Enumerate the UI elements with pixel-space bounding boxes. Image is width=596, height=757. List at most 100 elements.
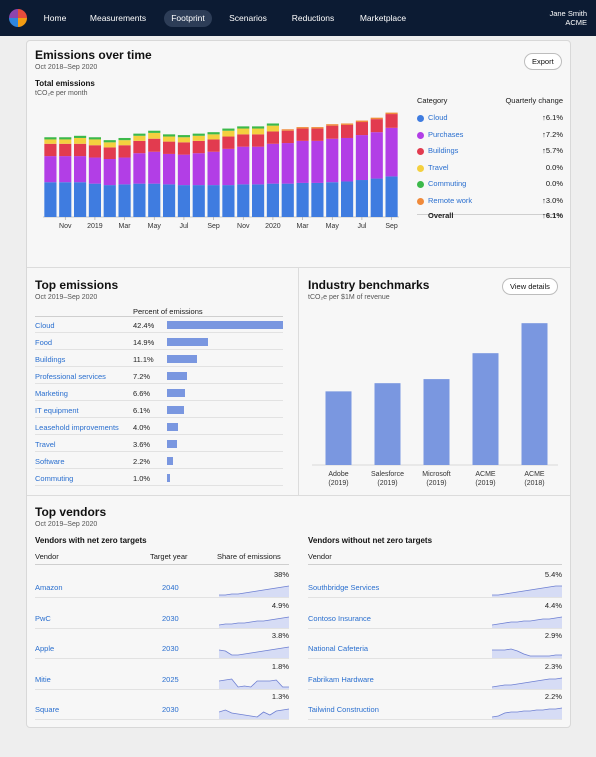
x-tick-label: May: [326, 223, 340, 230]
nav-reductions[interactable]: Reductions: [291, 13, 335, 23]
share-sparkline: [219, 646, 289, 659]
bar-travel-8: [163, 136, 176, 142]
category-bar: [167, 389, 186, 397]
total-emissions-title: Total emissions: [35, 79, 95, 88]
user-menu[interactable]: Jane Smith ACME: [549, 9, 587, 27]
benchmark-bar: [325, 391, 352, 465]
top-emissions-row[interactable]: Cloud 42.4%: [35, 317, 283, 333]
bar-cloud-19: [326, 182, 339, 217]
top-emissions-row[interactable]: Software 2.2%: [35, 453, 283, 469]
category-link[interactable]: Buildings: [35, 355, 66, 364]
legend-item-remote-work[interactable]: Remote work ↑3.0%: [417, 196, 563, 208]
vendor-target-year: 2025: [162, 674, 179, 684]
bar-cloud-23: [385, 176, 398, 217]
top-emissions-row[interactable]: Commuting 1.0%: [35, 470, 283, 486]
vendor-row[interactable]: Tailwind Construction 2.2%: [308, 690, 562, 721]
legend-label: Buildings: [428, 146, 459, 155]
bar-remote-work-23: [385, 112, 398, 115]
x-tick-label: Jul: [179, 223, 188, 230]
category-link[interactable]: IT equipment: [35, 406, 79, 415]
category-link[interactable]: Leasehold improvements: [35, 423, 119, 432]
bar-buildings-0: [44, 143, 57, 157]
vendor-link[interactable]: Apple: [35, 644, 55, 654]
bar-purchases-20: [341, 137, 354, 182]
benchmark-year: (2019): [426, 480, 446, 487]
vendor-row[interactable]: Mitie 2025 1.8%: [35, 660, 289, 690]
legend-dot: [417, 181, 424, 188]
vendor-row[interactable]: Amazon 2040 38%: [35, 568, 289, 598]
emissions-title: Emissions over time: [35, 48, 152, 62]
export-button[interactable]: Export: [524, 53, 562, 70]
vendor-row[interactable]: Fabrikam Hardware 2.3%: [308, 660, 562, 690]
bar-travel-13: [237, 128, 250, 135]
vendor-row[interactable]: Southbridge Services 5.4%: [308, 568, 562, 598]
legend-item-purchases[interactable]: Purchases ↑7.2%: [417, 130, 563, 142]
vendor-target-year: 2030: [162, 705, 179, 715]
top-emissions-row[interactable]: Professional services 7.2%: [35, 368, 283, 384]
category-percent: 1.0%: [133, 474, 151, 483]
vendor-row[interactable]: PwC 2030 4.9%: [35, 599, 289, 629]
top-emissions-row[interactable]: Food 14.9%: [35, 334, 283, 350]
bar-purchases-18: [311, 140, 324, 183]
bar-buildings-10: [192, 140, 205, 154]
nav-home[interactable]: Home: [43, 13, 67, 23]
bar-cloud-11: [207, 185, 220, 217]
bar-travel-2: [74, 137, 87, 144]
bar-purchases-9: [177, 154, 190, 186]
category-link[interactable]: Marketing: [35, 389, 68, 398]
nav-marketplace[interactable]: Marketplace: [359, 13, 407, 23]
category-link[interactable]: Food: [35, 338, 53, 347]
bar-commuting-13: [237, 126, 250, 129]
category-percent: 6.1%: [133, 406, 151, 415]
vendor-row[interactable]: Apple 2030 3.8%: [35, 629, 289, 660]
vendor-row[interactable]: National Cafeteria 2.9%: [308, 629, 562, 660]
bar-buildings-9: [177, 142, 190, 155]
bar-buildings-6: [133, 140, 146, 154]
legend-item-cloud[interactable]: Cloud ↑6.1%: [417, 113, 563, 125]
bar-commuting-9: [177, 135, 190, 138]
top-emissions-row[interactable]: Buildings 11.1%: [35, 351, 283, 367]
category-bar: [167, 406, 184, 414]
vendor-link[interactable]: Square: [35, 705, 60, 715]
legend-label: Travel: [428, 162, 449, 172]
bar-travel-5: [118, 140, 131, 146]
legend-item-commuting[interactable]: Commuting 0.0%: [417, 179, 563, 191]
vendor-link[interactable]: PwC: [35, 613, 51, 623]
vendor-link[interactable]: National Cafeteria: [308, 644, 369, 654]
top-emissions-row[interactable]: Travel 3.6%: [35, 436, 283, 452]
bar-buildings-1: [59, 143, 72, 157]
legend-item-travel[interactable]: Travel 0.0%: [417, 163, 563, 175]
top-emissions-row[interactable]: IT equipment 6.1%: [35, 402, 283, 418]
vendor-link[interactable]: Tailwind Construction: [308, 705, 379, 715]
vendor-link[interactable]: Southbridge Services: [308, 583, 380, 592]
top-emissions-row[interactable]: Marketing 6.6%: [35, 385, 283, 401]
vendor-link[interactable]: Contoso Insurance: [308, 613, 371, 623]
category-link[interactable]: Software: [35, 457, 65, 466]
category-link[interactable]: Professional services: [35, 372, 106, 381]
category-link[interactable]: Travel: [35, 440, 56, 449]
app-logo[interactable]: [9, 9, 27, 27]
bar-purchases-14: [252, 146, 265, 185]
category-link[interactable]: Cloud: [35, 321, 55, 330]
vendor-link[interactable]: Mitie: [35, 674, 51, 684]
vendor-row[interactable]: Contoso Insurance 4.4%: [308, 599, 562, 629]
legend-item-buildings[interactable]: Buildings ↑5.7%: [417, 146, 563, 158]
emissions-range: Oct 2018–Sep 2020: [35, 64, 98, 71]
bar-buildings-12: [222, 136, 235, 149]
nav-scenarios[interactable]: Scenarios: [229, 13, 267, 23]
vendor-row[interactable]: Square 2030 1.3%: [35, 690, 289, 721]
benchmarks-bar-chart: Adobe (2019) Salesforce (2019) Microsoft (201…: [312, 323, 558, 487]
vendor-link[interactable]: Amazon: [35, 583, 63, 592]
top-vendors-range: Oct 2019–Sep 2020: [35, 521, 98, 528]
nav-measurements[interactable]: Measurements: [89, 13, 147, 23]
share-sparkline: [219, 585, 289, 597]
share-sparkline: [492, 707, 562, 720]
legend-change: 0.0%: [545, 179, 563, 188]
total-emissions-unit: tCO₂e per month: [35, 90, 88, 97]
category-link[interactable]: Commuting: [35, 474, 74, 483]
view-details-button[interactable]: View details: [502, 278, 558, 295]
nav-footprint[interactable]: Footprint: [164, 10, 212, 27]
vendor-link[interactable]: Fabrikam Hardware: [308, 674, 374, 684]
benchmark-year: (2019): [377, 480, 397, 487]
top-emissions-row[interactable]: Leasehold improvements 4.0%: [35, 419, 283, 435]
